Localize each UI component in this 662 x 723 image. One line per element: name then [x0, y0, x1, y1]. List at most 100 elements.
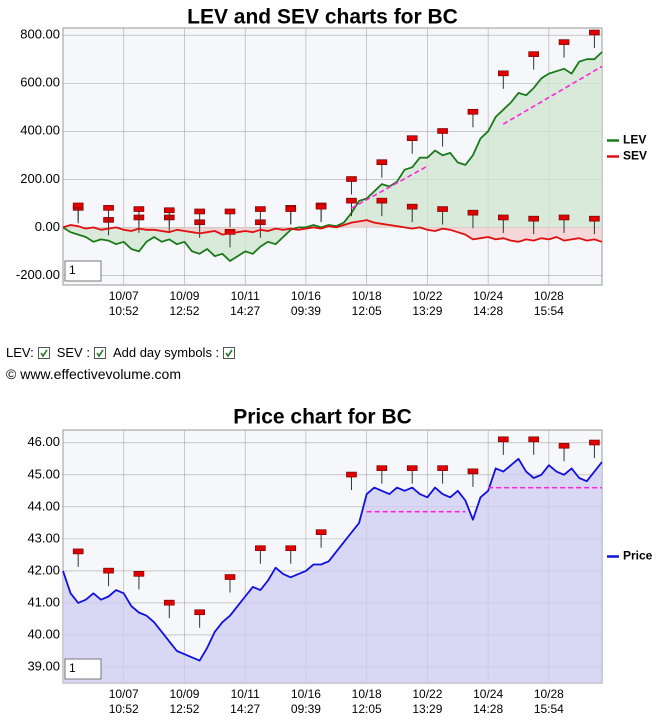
x-tick-label: 14:28 [473, 702, 503, 716]
x-tick-label: 10/18 [352, 687, 382, 701]
y-tick-label: 44.00 [27, 498, 60, 513]
day-symbol [376, 159, 388, 166]
day-symbol [558, 39, 570, 45]
legend-label: LEV [623, 133, 646, 147]
y-tick-label: 43.00 [27, 530, 60, 545]
day-symbol [103, 567, 114, 574]
x-tick-label: 10/07 [109, 687, 139, 701]
controls: LEV: SEV : Add day symbols : [6, 345, 238, 360]
day-symbol [285, 545, 297, 552]
area [63, 458, 602, 683]
day-symbol [72, 202, 84, 209]
x-tick-label: 14:27 [230, 304, 260, 318]
series-line [62, 457, 603, 662]
day-symbol [406, 135, 418, 142]
x-tick-label: 10/09 [169, 687, 199, 701]
lev-checkbox[interactable] [37, 346, 50, 359]
day-symbol [163, 599, 175, 606]
x-tick-label: 10/16 [291, 289, 321, 303]
x-tick-label: 09:39 [291, 304, 321, 318]
day-symbol [376, 465, 388, 471]
day-symbol [72, 548, 84, 555]
x-tick-label: 10/24 [473, 289, 503, 303]
series-line [62, 219, 603, 243]
day-symbol [285, 206, 297, 212]
x-tick-label: 10/22 [412, 687, 442, 701]
y-tick-label: 800.00 [20, 27, 60, 42]
x-tick-label: 10/24 [473, 687, 503, 701]
day-symbol [558, 442, 570, 449]
day-symbol [133, 571, 145, 577]
y-tick-label: 46.00 [27, 434, 60, 449]
x-tick-label: 15:54 [534, 304, 564, 318]
zoom-input-value: 1 [69, 263, 76, 277]
area [63, 52, 602, 261]
x-tick-label: 10:52 [109, 304, 139, 318]
day-symbol [528, 51, 539, 57]
x-tick-label: 10/28 [534, 687, 564, 701]
day-symbol [406, 203, 418, 210]
chart-title: Price chart for BC [233, 406, 412, 429]
zoom-input-value: 1 [69, 661, 76, 675]
day-symbol [467, 209, 479, 216]
x-tick-label: 14:27 [230, 702, 260, 716]
y-tick-label: 42.00 [27, 562, 60, 577]
day-symbol [255, 545, 266, 552]
day-symbol [589, 439, 600, 446]
day-symbol [346, 471, 357, 478]
x-tick-label: 10/18 [352, 289, 382, 303]
trend-line [351, 165, 428, 209]
day-symbol [224, 574, 236, 580]
day-symbol [224, 208, 236, 215]
y-tick-label: 40.00 [27, 626, 60, 641]
y-tick-label: 39.00 [27, 658, 60, 673]
x-tick-label: 13:29 [412, 304, 442, 318]
x-tick-label: 10/11 [231, 687, 260, 701]
day-symbol [437, 465, 448, 471]
day-symbol [103, 205, 114, 211]
day-symbol [406, 465, 418, 471]
day-symbols-checkbox[interactable] [223, 346, 236, 359]
day-symbol [437, 206, 448, 212]
day-symbol [163, 207, 175, 214]
x-tick-label: 10/22 [412, 289, 442, 303]
day-symbol [589, 29, 600, 36]
day-symbol [467, 108, 479, 115]
day-symbol [315, 203, 327, 210]
zoom-input[interactable] [64, 260, 102, 282]
day-symbol [346, 197, 357, 204]
sev-checkbox[interactable] [93, 346, 106, 359]
day-symbol [467, 468, 479, 475]
y-tick-label: 45.00 [27, 466, 60, 481]
chart-title: LEV and SEV charts for BC [187, 6, 458, 29]
series-line [62, 51, 603, 262]
y-tick-label: 600.00 [20, 75, 60, 90]
day-symbol [589, 215, 600, 222]
day-symbol [528, 215, 539, 222]
day-symbols-label: Add day symbols : [112, 345, 220, 360]
y-tick-label: 200.00 [20, 171, 60, 186]
x-tick-label: 10/16 [291, 687, 321, 701]
x-tick-label: 10/28 [534, 289, 564, 303]
y-tick-label: -200.00 [16, 267, 60, 282]
x-tick-label: 12:52 [169, 702, 199, 716]
day-symbol [376, 197, 388, 204]
legend-label: SEV [623, 149, 647, 163]
y-tick-label: 41.00 [27, 594, 60, 609]
day-symbol [133, 206, 145, 212]
day-symbol [498, 70, 509, 77]
x-tick-label: 12:52 [169, 304, 199, 318]
lev-label: LEV: [6, 345, 34, 360]
x-tick-label: 10/11 [231, 289, 260, 303]
copyright: © www.effectivevolume.com [6, 366, 182, 382]
day-symbol [315, 529, 327, 535]
day-symbol [255, 206, 266, 212]
x-tick-label: 13:29 [412, 702, 442, 716]
x-tick-label: 09:39 [291, 702, 321, 716]
x-tick-label: 10/09 [169, 289, 199, 303]
day-symbol [498, 436, 509, 443]
day-symbol [558, 214, 570, 221]
zoom-input[interactable] [64, 658, 102, 680]
